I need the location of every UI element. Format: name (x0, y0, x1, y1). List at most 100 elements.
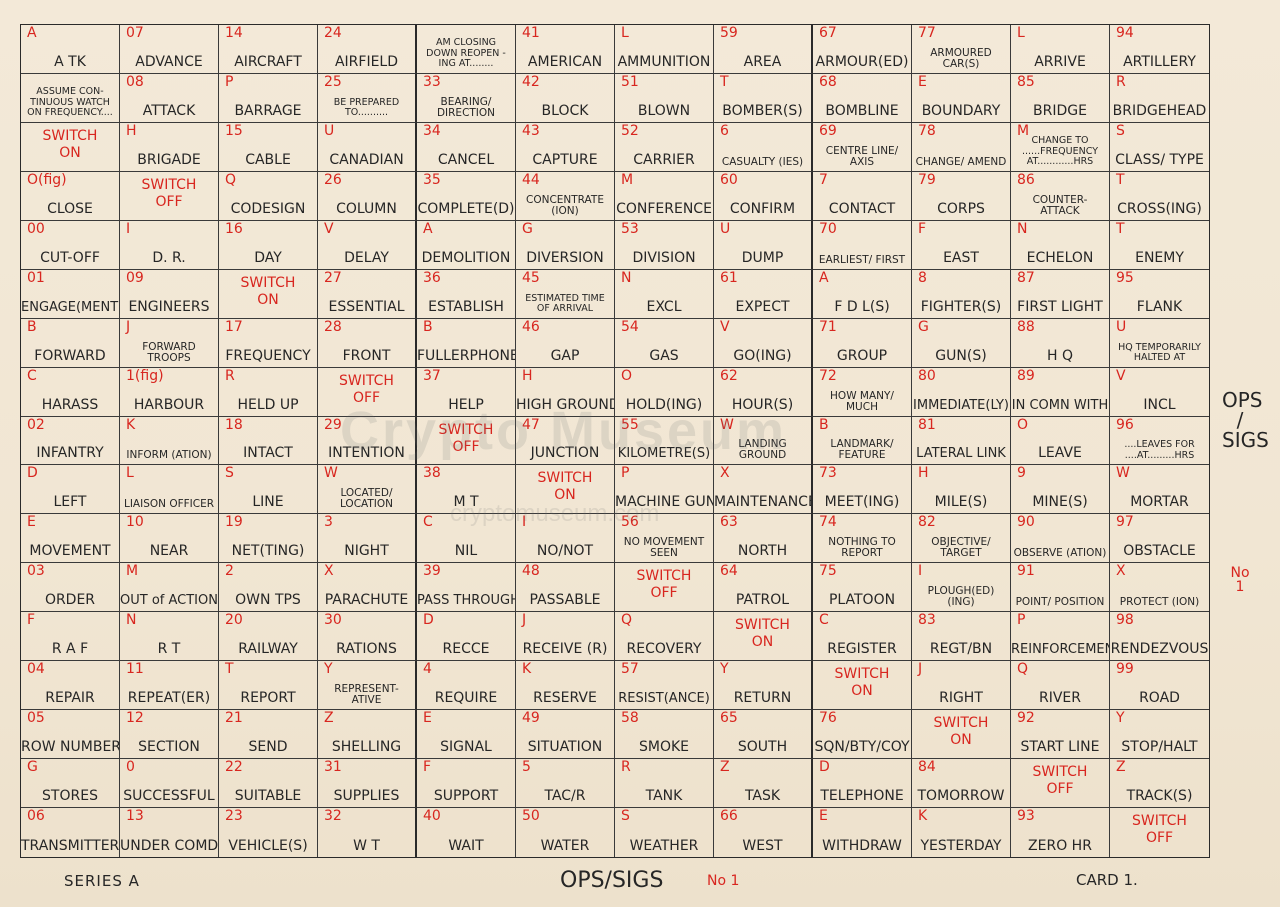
cell-code: 69 (819, 122, 837, 139)
cell-code: G (27, 759, 38, 776)
cell-word: INCL (1143, 396, 1176, 413)
cell-code: I (918, 563, 923, 580)
cell-word: POINT/ POSITION (1015, 596, 1105, 609)
grid-cell: U CANADIAN (318, 122, 417, 172)
cell-word: AREA (743, 53, 782, 70)
grid-cell: 49 SITUATION (516, 710, 615, 760)
cell-word: FRONT (342, 347, 391, 364)
cell-word: RETURN (733, 690, 792, 707)
cell-word: STORES (42, 788, 98, 805)
grid-cell: 38 M T (417, 465, 516, 515)
cell-word: CANCEL (437, 151, 495, 168)
cell-word: ARTILLERY (1123, 53, 1196, 70)
cell-code: 4 (423, 661, 432, 678)
grid-cell: 57 RESIST(ANCE) (615, 661, 714, 711)
grid-cell: 18 INTACT (219, 416, 318, 466)
grid-cell: 44 CONCENTRATE (ION) (516, 171, 615, 221)
cell-word: IMMEDIATE(LY) (913, 397, 1009, 413)
cell-word: FIGHTER(S) (920, 298, 1002, 315)
cell-code: 99 (1116, 661, 1134, 678)
cell-code: Q (1017, 661, 1029, 678)
grid-cell: G GUN(S) (912, 318, 1011, 368)
cell-code: 29 (324, 416, 342, 433)
cell-word: ECHELON (1026, 249, 1094, 266)
grid-cell: 30 RATIONS (318, 612, 417, 662)
grid-cell: P REINFORCEMENT (1011, 612, 1110, 662)
cell-word: CHANGE TO ......FREQUENCY AT............… (1022, 135, 1098, 168)
grid-cell: 06 TRANSMITTER (21, 808, 120, 857)
grid-cell: M OUT of ACTION (120, 563, 219, 613)
grid-cell: SWITCH ON (21, 122, 120, 172)
grid-cell: 75 PLATOON (813, 563, 912, 613)
cell-code: X (1116, 563, 1126, 580)
cell-word: GAP (550, 347, 580, 364)
grid-cell: Q RECOVERY (615, 612, 714, 662)
grid-cell: W LOCATED/ LOCATION (318, 465, 417, 515)
grid-cell: K RESERVE (516, 661, 615, 711)
cell-code: R (621, 759, 631, 776)
cell-word: COMPLETE(D) (417, 200, 515, 217)
cell-code: 30 (324, 612, 342, 629)
grid-cell: A F D L(S) (813, 269, 912, 319)
grid-cell: SWITCH ON (912, 710, 1011, 760)
cell-word: BLOWN (637, 102, 691, 119)
grid-cell: Y REPRESENT- ATIVE (318, 661, 417, 711)
cell-code: S (225, 465, 234, 482)
grid-cell: N R T (120, 612, 219, 662)
grid-cell: 59 AREA (714, 25, 813, 74)
cell-code: 24 (324, 25, 342, 41)
grid-cell: 73 MEET(ING) (813, 465, 912, 515)
cell-code: 23 (225, 808, 243, 825)
cell-code: T (225, 661, 234, 678)
cell-code: W (324, 465, 338, 482)
grid-cell: 07 ADVANCE (120, 25, 219, 74)
cell-word: PARACHUTE (324, 592, 409, 609)
cell-code: Z (1116, 759, 1126, 776)
grid-cell: 6 CASUALTY (IES) (714, 122, 813, 172)
grid-cell: F EAST (912, 220, 1011, 270)
switch-label: SWITCH OFF (1132, 813, 1187, 847)
cell-code: T (1116, 220, 1125, 237)
cell-code: 41 (522, 25, 540, 41)
cell-word: CLASS/ TYPE (1115, 151, 1204, 168)
cell-code: 5 (522, 759, 531, 776)
cell-code: 64 (720, 563, 738, 580)
cell-code: N (621, 269, 632, 286)
cell-word: SUITABLE (234, 788, 302, 805)
grid-cell: 29 INTENTION (318, 416, 417, 466)
cell-word: OUT of ACTION (120, 593, 218, 609)
cell-word: REPORT (240, 690, 296, 707)
grid-cell: 04 REPAIR (21, 661, 120, 711)
grid-cell: 12 SECTION (120, 710, 219, 760)
switch-label: SWITCH ON (42, 127, 98, 161)
grid-cell: M CHANGE TO ......FREQUENCY AT...........… (1011, 122, 1110, 172)
grid-cell: 96 ....LEAVES FOR ....AT.........HRS (1110, 417, 1209, 466)
cell-word: R T (157, 641, 181, 658)
grid-cell: 63 NORTH (714, 514, 813, 564)
cell-code: J (126, 318, 131, 335)
cell-code: 75 (819, 563, 837, 580)
cell-word: IN COMN WITH (1011, 397, 1109, 413)
cell-word: SITUATION (527, 739, 603, 756)
grid-cell: 70 EARLIEST/ FIRST (813, 220, 912, 270)
cell-word: PATROL (735, 592, 790, 609)
cell-word: INFANTRY (36, 445, 104, 462)
cell-code: N (126, 612, 137, 629)
cell-word: CABLE (245, 151, 291, 168)
grid-cell: J RIGHT (912, 661, 1011, 711)
cell-code: 06 (27, 808, 45, 825)
cell-word: CONFERENCE (616, 200, 712, 217)
grid-cell: F SUPPORT (417, 759, 516, 809)
grid-cell: D RECCE (417, 612, 516, 662)
cell-code: E (423, 710, 432, 727)
cell-word: PROTECT (ION) (1119, 596, 1200, 609)
cell-code: 66 (720, 808, 738, 825)
cell-word: HARBOUR (133, 396, 205, 413)
grid-cell: H BRIGADE (120, 122, 219, 172)
cell-code: F (423, 759, 432, 776)
cell-code: 32 (324, 808, 342, 825)
cell-word: MAINTENANCE (714, 494, 813, 511)
grid-cell: SWITCH OFF (120, 171, 219, 221)
cell-word: ARRIVE (1034, 53, 1086, 70)
